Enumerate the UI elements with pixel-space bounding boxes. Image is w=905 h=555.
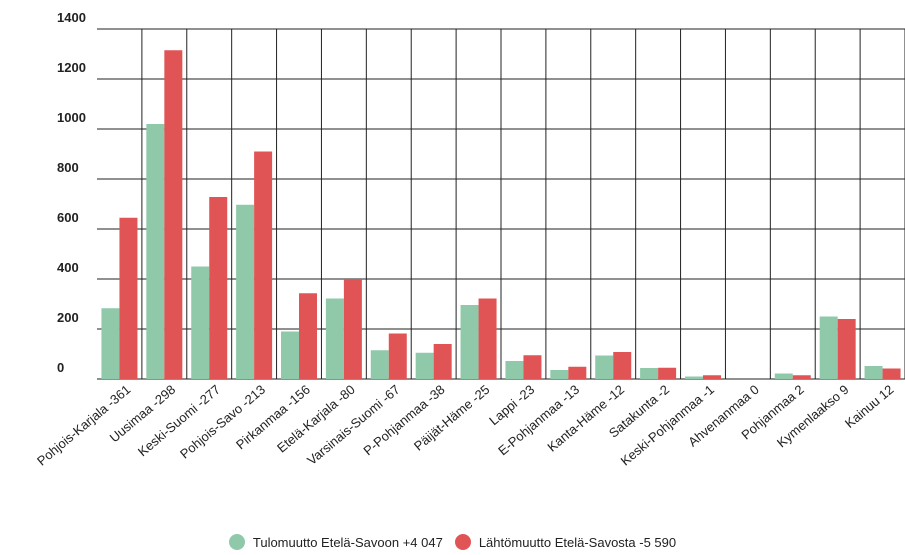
bar-tulomuutto [595, 355, 614, 379]
bar-tulomuutto [685, 376, 703, 379]
bar-lahtomuutto [523, 355, 542, 379]
bar-lahtomuutto [478, 298, 497, 379]
x-category-label: P-Pohjanmaa -38 [360, 382, 447, 459]
bar-lahtomuutto [837, 319, 856, 379]
bar-lahtomuutto [613, 352, 632, 379]
bar-tulomuutto [864, 366, 883, 379]
bar-tulomuutto [281, 331, 299, 379]
bar-lahtomuutto [568, 366, 587, 379]
x-category-label: Päijät-Häme -25 [411, 382, 493, 454]
y-tick-label: 200 [57, 310, 79, 325]
legend-item-tulomuutto: Tulomuutto Etelä-Savoon +4 047 [228, 534, 443, 550]
legend-item-lahtomuutto: Lähtömuutto Etelä-Savosta -5 590 [454, 534, 677, 550]
x-category-label: Kanta-Häme -12 [544, 382, 627, 455]
bar-tulomuutto [819, 316, 838, 379]
bar-tulomuutto [550, 370, 569, 379]
bar-lahtomuutto [343, 279, 362, 379]
bar-tulomuutto [325, 298, 344, 379]
bar-tulomuutto [191, 266, 210, 379]
bar-tulomuutto [101, 308, 120, 379]
bar-lahtomuutto [882, 368, 901, 379]
bar-tulomuutto [370, 350, 389, 379]
y-tick-label: 1000 [57, 110, 86, 125]
x-category-label: Etelä-Karjala -80 [274, 382, 358, 456]
bar-lahtomuutto [119, 217, 138, 379]
x-category-label: E-Pohjanmaa -13 [495, 382, 582, 459]
legend-swatch-green [228, 534, 245, 550]
x-category-label: Kainuu 12 [842, 382, 897, 431]
y-tick-label: 600 [57, 210, 79, 225]
bar-lahtomuutto [299, 293, 317, 379]
bar-tulomuutto [774, 373, 793, 379]
legend-label-tulomuutto: Tulomuutto Etelä-Savoon +4 047 [252, 534, 443, 550]
y-tick-label: 400 [57, 260, 79, 275]
bar-tulomuutto [236, 204, 255, 379]
bar-lahtomuutto [164, 50, 183, 379]
bar-tulomuutto [460, 305, 479, 379]
bar-lahtomuutto [658, 367, 677, 379]
y-tick-label: 0 [57, 360, 64, 375]
legend: Tulomuutto Etelä-Savoon +4 047 Lähtömuut… [0, 534, 905, 550]
bar-tulomuutto [415, 352, 434, 379]
bar-lahtomuutto [388, 333, 407, 379]
y-tick-label: 800 [57, 160, 79, 175]
bar-lahtomuutto [254, 151, 273, 379]
bar-tulomuutto [640, 368, 659, 379]
legend-swatch-red [454, 534, 471, 550]
bar-tulomuutto [505, 361, 524, 379]
bar-tulomuutto [146, 124, 165, 379]
y-tick-label: 1400 [57, 10, 86, 25]
bar-lahtomuutto [792, 375, 811, 379]
legend-label-lahtomuutto: Lähtömuutto Etelä-Savosta -5 590 [478, 534, 677, 550]
bar-lahtomuutto [209, 197, 228, 379]
bar-lahtomuutto [433, 344, 452, 379]
bar-lahtomuutto [703, 375, 721, 379]
y-tick-label: 1200 [57, 60, 86, 75]
bar-chart-svg: 0200400600800100012001400Pohjois-Karjala… [34, 10, 905, 469]
